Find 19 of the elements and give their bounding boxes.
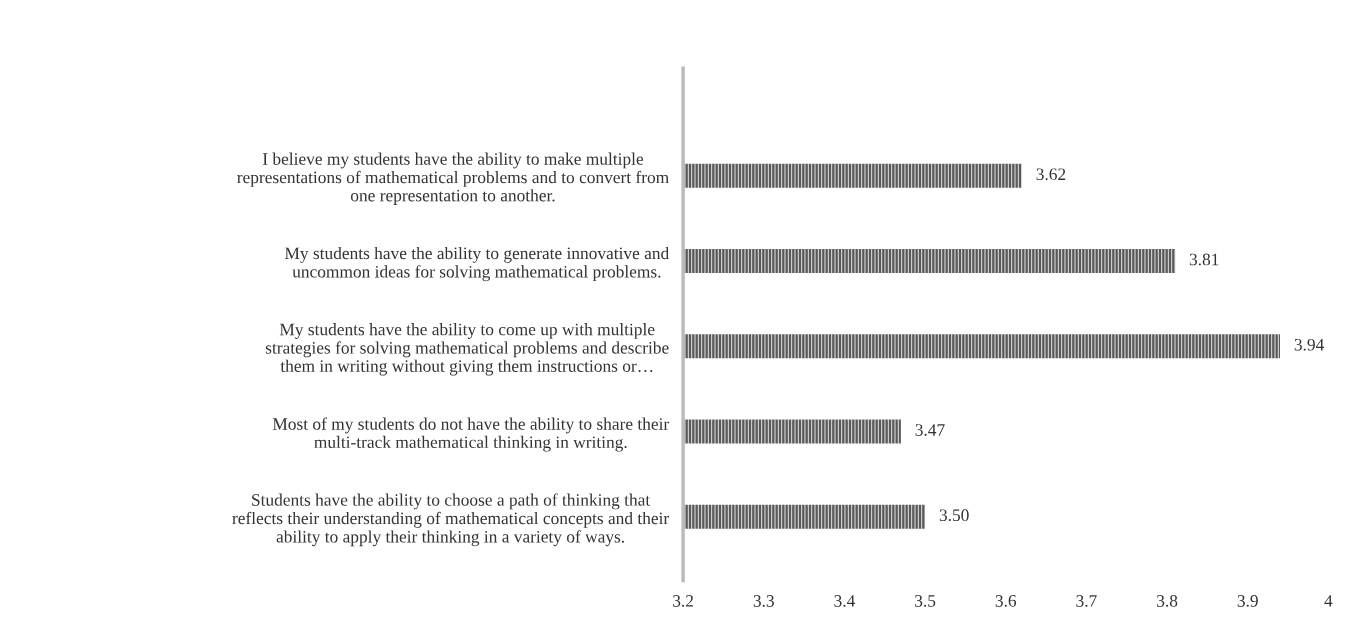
y-tick-label: My students have the ability to generate innovative and uncommon ideas for solving mathematical problems. <box>284 246 669 282</box>
x-tick-label: 3.3 <box>753 595 774 607</box>
x-tick-label: 3.5 <box>915 595 936 607</box>
x-tick-label: 4 <box>1324 595 1333 607</box>
y-tick-label: My students have the ability to come up with multiple strategies for solving mathematical problems and describe them in writing without giving them instructions or… <box>265 323 669 376</box>
x-tick-label: 3.9 <box>1237 595 1258 607</box>
y-tick-label: Students have the ability to choose a path of thinking that reflects their understanding of mathematical concepts and their ability to apply their thinking in a variety of ways. <box>232 493 670 547</box>
x-tick-label: 3.7 <box>1076 595 1097 607</box>
data-label: 3.50 <box>939 509 969 522</box>
y-tick-label: I believe my students have the ability to make multiple representations of mathematical problems and to convert from one representation to another. <box>237 152 669 205</box>
x-tick-label: 3.2 <box>673 595 693 607</box>
y-tick-label: Most of my students do not have the ability to share their multi-track mathematical thinking in writing. <box>272 417 670 452</box>
x-tick-label: 3.6 <box>995 595 1017 607</box>
data-label: 3.94 <box>1294 338 1324 351</box>
data-label: 3.81 <box>1189 253 1219 266</box>
x-tick-label: 3.8 <box>1157 595 1178 607</box>
data-label: 3.62 <box>1036 168 1066 181</box>
x-tick-label: 3.4 <box>834 595 855 607</box>
data-label: 3.47 <box>915 424 945 436</box>
